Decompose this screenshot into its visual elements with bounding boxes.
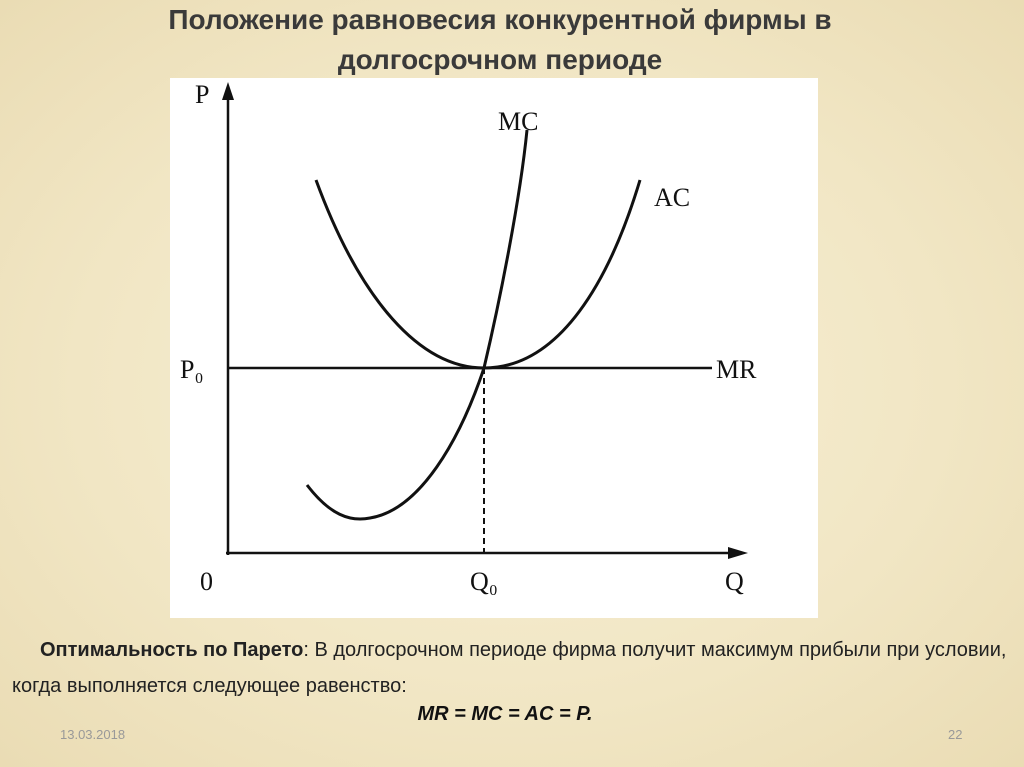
y-axis-arrow (222, 82, 234, 100)
footer-date: 13.03.2018 (60, 727, 126, 742)
formula: MR = MC = AC = P. (417, 703, 593, 725)
paragraph-body: : В долгосрочном периоде фирма получит м… (12, 639, 1007, 697)
y-axis-label: P (195, 80, 209, 109)
paragraph-bold: Оптимальность по Парето (40, 639, 304, 661)
x-axis-label: Q (725, 567, 744, 596)
diagram: P Q 0 P₀ Q₀ MC AC MR (170, 78, 818, 618)
paragraph: Оптимальность по Парето: В долгосрочном … (12, 632, 1012, 704)
price-label: P₀ (180, 355, 204, 384)
x-axis-arrow (728, 547, 748, 559)
quantity-label: Q₀ (470, 567, 498, 596)
origin-label: 0 (200, 567, 213, 596)
mc-label: MC (498, 107, 538, 136)
mr-label: MR (716, 355, 757, 384)
mc-curve (305, 129, 529, 521)
ac-label: AC (654, 183, 690, 212)
title-line: долгосрочном периоде (337, 44, 663, 75)
title-line: Положение равновесия конкурентной фирмы … (168, 4, 832, 35)
diagram-background (170, 78, 818, 618)
footer-page: 22 (948, 727, 963, 742)
